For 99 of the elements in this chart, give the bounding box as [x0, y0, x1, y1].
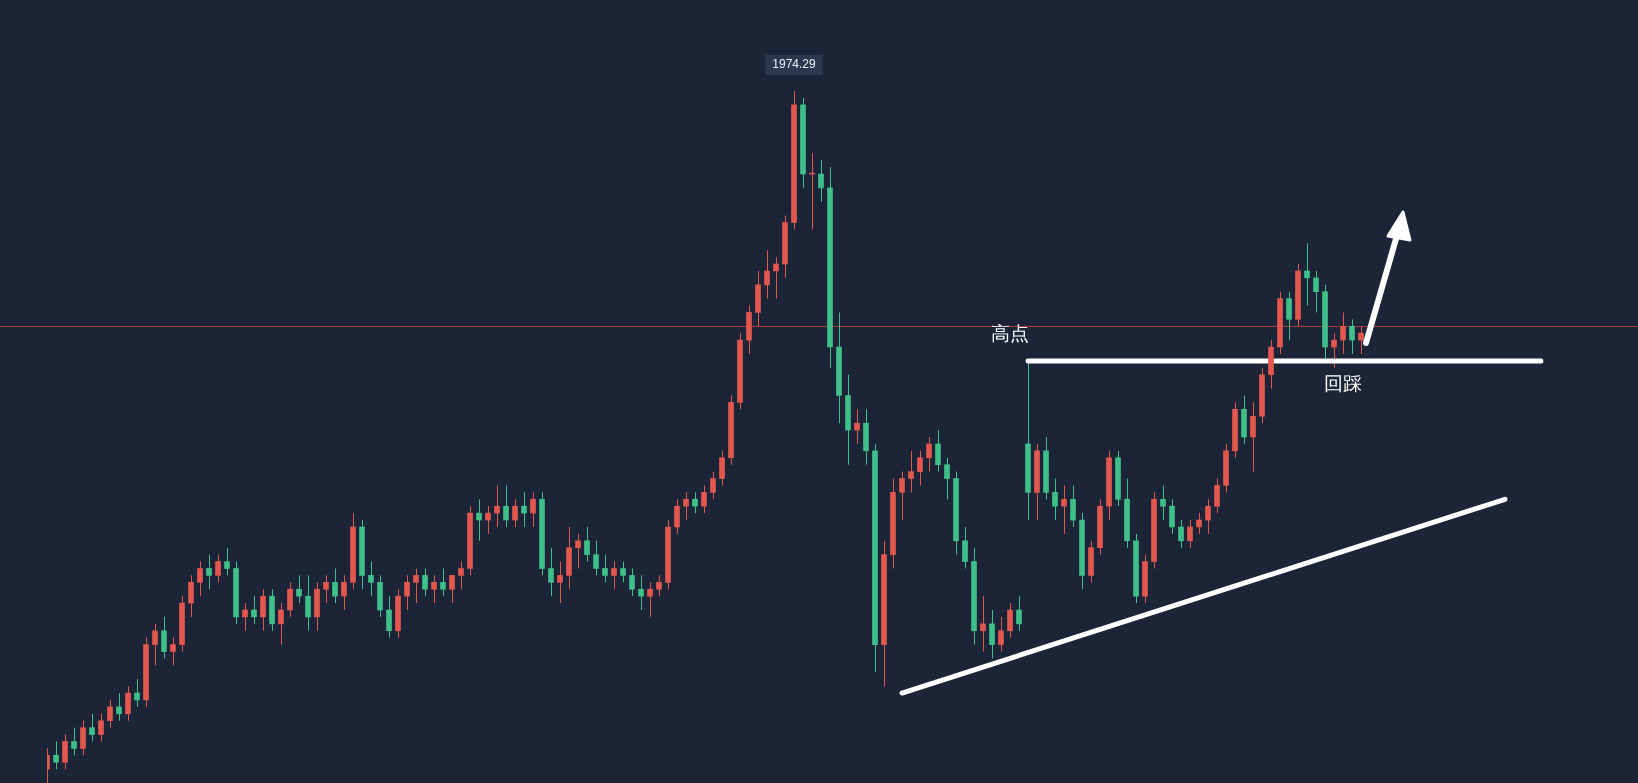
candlestick: [647, 581, 653, 618]
candlestick: [1304, 242, 1310, 307]
candlestick: [1187, 519, 1193, 549]
candlestick: [674, 498, 680, 535]
candlestick: [764, 249, 770, 300]
candlestick: [944, 457, 950, 500]
candlestick: [242, 602, 248, 632]
candlestick: [917, 450, 923, 486]
candlestick: [224, 547, 230, 576]
candlestick: [440, 567, 446, 597]
candlestick: [449, 574, 455, 604]
candlestick: [629, 567, 635, 597]
candlestick: [62, 734, 68, 770]
candlestick: [197, 561, 203, 597]
candlestick: [89, 713, 95, 742]
candlestick: [620, 561, 626, 583]
candlestick: [1052, 478, 1058, 521]
candlestick: [1331, 332, 1337, 369]
candlestick: [71, 727, 77, 756]
candlestick: [854, 408, 860, 445]
candlestick: [1214, 478, 1220, 514]
candlestick: [980, 595, 986, 653]
candlestick: [1016, 595, 1022, 632]
candlestick: [278, 602, 284, 646]
candlestick: [1205, 498, 1211, 535]
candlestick: [719, 450, 725, 486]
annotation: 回踩: [1324, 371, 1362, 394]
candlestick: [1160, 484, 1166, 521]
candlestick: [188, 574, 194, 618]
candlestick: [134, 678, 140, 708]
candlestick: [251, 595, 257, 625]
candlestick: [683, 491, 689, 521]
candlestick: [602, 554, 608, 583]
candlestick: [260, 588, 266, 632]
candlestick: [80, 720, 86, 756]
candlestick: [206, 554, 212, 590]
candlestick: [170, 637, 176, 666]
candlestick: [530, 491, 536, 528]
candlestick: [431, 574, 437, 604]
candlestick: [908, 450, 914, 493]
candlestick: [503, 484, 509, 528]
candlestick: [458, 561, 464, 590]
candlestick: [818, 159, 824, 203]
candlestick: [98, 713, 104, 742]
candlestick: [521, 491, 527, 528]
candlestick: [1070, 484, 1076, 528]
candlestick: [53, 740, 59, 770]
candlestick: [287, 581, 293, 618]
candlestick: [638, 574, 644, 611]
candlestick: [935, 429, 941, 473]
candlestick: [584, 526, 590, 563]
candlestick: [125, 685, 131, 722]
candlestick: [926, 436, 932, 473]
candlestick: [1250, 401, 1256, 473]
candlestick: [413, 567, 419, 604]
candlestick: [899, 471, 905, 521]
candlestick: [1007, 602, 1013, 639]
candlestick: [962, 526, 968, 569]
candlestick: [323, 574, 329, 604]
candlestick: [593, 540, 599, 576]
annotation: 高点: [991, 321, 1029, 344]
annotation: 1974.29: [772, 57, 817, 72]
candlestick: [611, 561, 617, 590]
candlestick: [116, 692, 122, 722]
candlestick: [989, 609, 995, 659]
candlestick: [1340, 311, 1346, 355]
candlestick: [710, 471, 716, 500]
candlestick: [1313, 270, 1319, 313]
candlestick: [161, 616, 167, 659]
candlestick: [998, 616, 1004, 653]
candlestick: [152, 623, 158, 666]
candlestick: [305, 574, 311, 632]
candlestick: [341, 574, 347, 611]
candlestick: [692, 491, 698, 514]
candlestick: [773, 256, 779, 300]
candlestick: [512, 498, 518, 528]
candlestick: [422, 567, 428, 597]
candlestick: [656, 574, 662, 597]
candlestick: [296, 574, 302, 604]
candlestick: [1358, 325, 1364, 355]
candlestick: [476, 498, 482, 542]
candlestick: [1178, 519, 1184, 549]
candlestick: [107, 699, 113, 729]
candlestick: [494, 484, 500, 528]
candlestick: [1349, 318, 1355, 355]
candlestick: [368, 561, 374, 597]
candlestick: [215, 554, 221, 583]
candlestick: [1196, 512, 1202, 535]
candlestick: [404, 574, 410, 611]
candlestick: [701, 484, 707, 514]
candlestick: [575, 533, 581, 569]
candlestick: [1286, 291, 1292, 341]
candlestick: [1169, 498, 1175, 535]
candlestick: [557, 561, 563, 604]
candlestick: [1061, 484, 1067, 535]
candlestick: [548, 547, 554, 597]
candlestick: [386, 595, 392, 639]
candlestick: [485, 505, 491, 535]
candlestick: [332, 567, 338, 604]
